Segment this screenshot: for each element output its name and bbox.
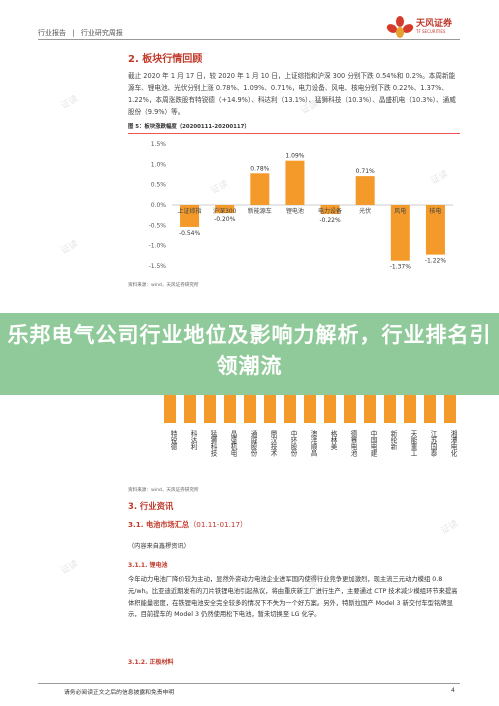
subsection-battery-title: 3.1. 电池市场汇总 xyxy=(128,520,190,529)
data-label: -1.37% xyxy=(390,264,412,271)
sector-change-chart: 1.5% 1.0% 0.5% 0.0% -0.5% -1.0% -1.5% -0.54% 上证综… xyxy=(128,138,460,278)
stock-label: 中环股份 xyxy=(289,430,297,457)
subsection-date-range: （01.11-01.17） xyxy=(189,520,248,529)
stock-bar xyxy=(184,395,196,423)
x-tick-label: 光伏 xyxy=(359,207,371,215)
y-tick-label: 1.5% xyxy=(151,141,167,148)
stock-bar xyxy=(244,395,256,423)
stock-chart-source: 资料来源：wind，天风证券研究所 xyxy=(128,488,199,493)
breadcrumb-industry-report: 行业报告 xyxy=(38,29,66,37)
lithium-battery-paragraph: 今年动力电池厂降价较为主动，显然外资动力电池企业进军国内使得行业竞争更加激烈，现… xyxy=(128,576,458,619)
stock-bars xyxy=(160,395,460,423)
data-label: -0.54% xyxy=(179,230,201,237)
bar xyxy=(250,173,270,205)
bar xyxy=(390,205,410,261)
breadcrumb-separator: | xyxy=(72,29,75,37)
stock-label: 天能重工 xyxy=(409,430,417,457)
header-divider xyxy=(38,39,460,40)
x-tick-label: 电力设备 xyxy=(318,207,342,215)
disclaimer-text: 请务必阅读正文之后的信息披露和免责申明 xyxy=(64,690,175,696)
stock-bar xyxy=(304,395,316,423)
stock-label: 德赛电池 xyxy=(349,430,357,457)
x-tick-label: 风电 xyxy=(394,207,406,215)
stock-bar xyxy=(384,395,396,423)
market-review-paragraph: 截止 2020 年 1 月 17 日，较 2020 年 1 月 10 日，上证综… xyxy=(128,72,456,116)
stock-label: 湘潭电化 xyxy=(449,430,457,457)
x-tick-label: 核电 xyxy=(429,207,441,215)
company-logo: 天风证券 TF SECURITIES xyxy=(385,16,453,38)
y-tick-label: 0.0% xyxy=(151,202,167,209)
data-label: 0.78% xyxy=(250,165,269,172)
stock-bar xyxy=(164,395,176,423)
x-tick-label: 上证综指 xyxy=(178,207,202,215)
figure-caption: 图 5：板块涨跌幅度（20200111-20200117） xyxy=(128,122,460,134)
stock-label: 特锐德 xyxy=(169,430,177,450)
section-title-market-review: 2. 板块行情回顾 xyxy=(128,54,203,65)
y-tick-label: -0.5% xyxy=(149,222,167,229)
stock-label: 江苏国泰 xyxy=(429,430,437,457)
y-tick-label: -1.5% xyxy=(149,263,167,270)
breadcrumb-weekly-report: 行业研究周报 xyxy=(80,29,123,37)
stock-label: 猛狮科技 xyxy=(209,430,217,457)
subsection-battery-market: 3.1. 电池市场汇总（01.11-01.17） xyxy=(128,520,247,530)
stock-bar xyxy=(404,395,416,423)
chart-source: 资料来源：wind，天风证券研究所 xyxy=(128,283,199,288)
stock-label: 中国电建 xyxy=(369,430,377,457)
bar xyxy=(355,176,375,205)
logo-flower-icon xyxy=(385,16,415,38)
stock-label: 通威股份 xyxy=(249,430,257,457)
banner-title: 乐邦电气公司行业地位及影响力解析，行业排名引领潮流 xyxy=(7,323,492,378)
bar xyxy=(180,205,200,227)
title-banner xyxy=(0,313,499,395)
subsection-lithium-battery: 3.1.1. 锂电池 xyxy=(128,562,168,569)
stock-bar xyxy=(204,395,216,423)
breadcrumb: 行业报告 | 行业研究周报 xyxy=(38,28,127,38)
watermark: 证读 xyxy=(59,559,81,577)
stock-bar xyxy=(264,395,276,423)
stock-label: 鼎汉技术 xyxy=(269,430,277,457)
bar xyxy=(425,205,445,255)
stock-label: 科达利 xyxy=(189,430,197,450)
y-tick-label: 0.5% xyxy=(151,182,167,189)
page-number: 4 xyxy=(451,687,455,694)
bar xyxy=(215,205,235,214)
stock-bar xyxy=(364,395,376,423)
x-tick-label: 新能源车 xyxy=(248,207,272,215)
watermark: 证读 xyxy=(59,239,81,257)
data-label: 0.71% xyxy=(356,168,375,175)
stock-label: 新纶新 xyxy=(389,430,397,450)
stock-label: 澳洋顺昌 xyxy=(309,430,317,457)
section-title-industry-news: 3. 行业资讯 xyxy=(128,501,174,511)
subsection-cathode-materials: 3.1.2. 正极材料 xyxy=(128,659,174,666)
data-label: -1.22% xyxy=(425,258,447,265)
x-tick-label: 锂电池 xyxy=(286,207,304,215)
data-label: -0.22% xyxy=(319,217,341,224)
report-header: 行业报告 | 行业研究周报 天风证券 TF SECURITIES xyxy=(0,0,499,48)
bar xyxy=(320,205,340,214)
watermark: 证读 xyxy=(439,519,461,537)
footer-divider xyxy=(38,683,460,684)
y-tick-label: 1.0% xyxy=(151,161,167,168)
stock-bar xyxy=(284,395,296,423)
stock-bar xyxy=(444,395,456,423)
y-tick-label: -1.0% xyxy=(149,243,167,250)
stock-bar xyxy=(224,395,236,423)
stock-label: 晶盛机电 xyxy=(229,430,237,457)
stock-bar xyxy=(424,395,436,423)
stock-label: 格林美 xyxy=(329,430,337,450)
watermark: 证读 xyxy=(59,94,81,112)
data-label: -0.20% xyxy=(214,216,236,223)
content-source-note: （内容来自鑫椤资讯） xyxy=(128,543,190,550)
bar xyxy=(285,160,305,205)
stock-bar xyxy=(344,395,356,423)
stock-label-row: 特锐德 科达利 猛狮科技 晶盛机电 通威股份 鼎汉技术 中环股份 澳洋顺昌 格林美 德赛电池 中国电… xyxy=(160,430,460,486)
x-tick-label: 沪深300 xyxy=(213,207,237,215)
bar-chart-svg: 1.5% 1.0% 0.5% 0.0% -0.5% -1.0% -1.5% -0.54% 上证综… xyxy=(149,141,453,271)
stock-bar xyxy=(324,395,336,423)
logo-name-en: TF SECURITIES xyxy=(416,29,446,34)
data-label: 1.09% xyxy=(285,153,304,160)
logo-name-cn: 天风证券 xyxy=(416,19,453,29)
